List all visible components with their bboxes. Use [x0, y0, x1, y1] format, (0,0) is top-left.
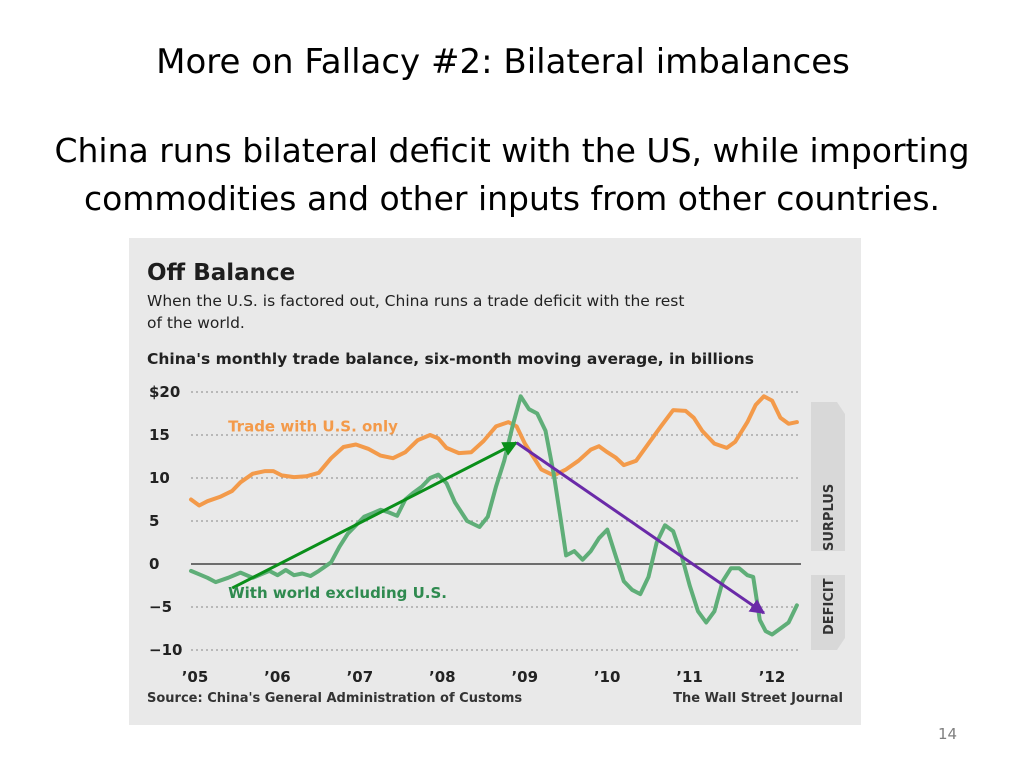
chart-publisher: The Wall Street Journal: [673, 691, 843, 706]
page-number: 14: [938, 725, 958, 743]
annotation-arrows: [231, 441, 766, 615]
x-tick-label: ’06: [264, 668, 291, 686]
x-tick-label: ’09: [511, 668, 538, 686]
chart-subtitle-line-2: of the world.: [147, 314, 245, 332]
arrow-fall: [515, 441, 766, 615]
x-tick-label: ’08: [429, 668, 456, 686]
x-tick-label: ’10: [594, 668, 621, 686]
chart-canvas: Off Balance When the U.S. is factored ou…: [147, 260, 845, 706]
chart-source: Source: China's General Administration o…: [147, 691, 522, 706]
series-lines: [189, 394, 799, 637]
chart-figure: Off Balance When the U.S. is factored ou…: [129, 238, 861, 725]
slide-subtitle: China runs bilateral deficit with the US…: [0, 127, 1024, 223]
deficit-band-shape: [811, 575, 845, 650]
slide-title: More on Fallacy #2: Bilateral imbalances: [156, 42, 850, 82]
y-tick-label: 0: [149, 555, 159, 573]
x-tick-label: ’11: [676, 668, 703, 686]
x-axis-ticks: ’05 ’06 ’07 ’08 ’09 ’10 ’11 ’12: [182, 668, 786, 686]
chart-ylabel: China's monthly trade balance, six-month…: [147, 350, 754, 368]
x-tick-label: ’05: [182, 668, 209, 686]
y-tick-label: −5: [149, 598, 172, 616]
gridlines: [191, 391, 801, 651]
surplus-deficit-band: SURPLUS DEFICIT: [811, 402, 845, 650]
subtitle-line-2: commodities and other inputs from other …: [83, 179, 941, 218]
y-axis-ticks: $20 15 10 5 0 −5 −10: [149, 383, 182, 659]
y-tick-label: 10: [149, 469, 170, 487]
y-tick-label: $20: [149, 383, 180, 401]
x-tick-label: ’07: [347, 668, 374, 686]
series-label-us-only: Trade with U.S. only: [228, 417, 398, 435]
y-tick-label: 15: [149, 426, 170, 444]
x-tick-label: ’12: [759, 668, 786, 686]
chart-title: Off Balance: [147, 260, 295, 286]
chart-subtitle-line-1: When the U.S. is factored out, China run…: [147, 292, 684, 310]
y-tick-label: 5: [149, 512, 159, 530]
arrow-rise: [231, 441, 518, 590]
y-tick-label: −10: [149, 641, 182, 659]
surplus-band-shape: [811, 402, 845, 551]
series-line-world-ex-us: [189, 394, 799, 637]
deficit-label: DEFICIT: [822, 578, 837, 635]
series-label-world-ex-us: With world excluding U.S.: [228, 584, 447, 602]
subtitle-line-1: China runs bilateral deficit with the US…: [54, 131, 970, 170]
surplus-label: SURPLUS: [822, 484, 837, 551]
